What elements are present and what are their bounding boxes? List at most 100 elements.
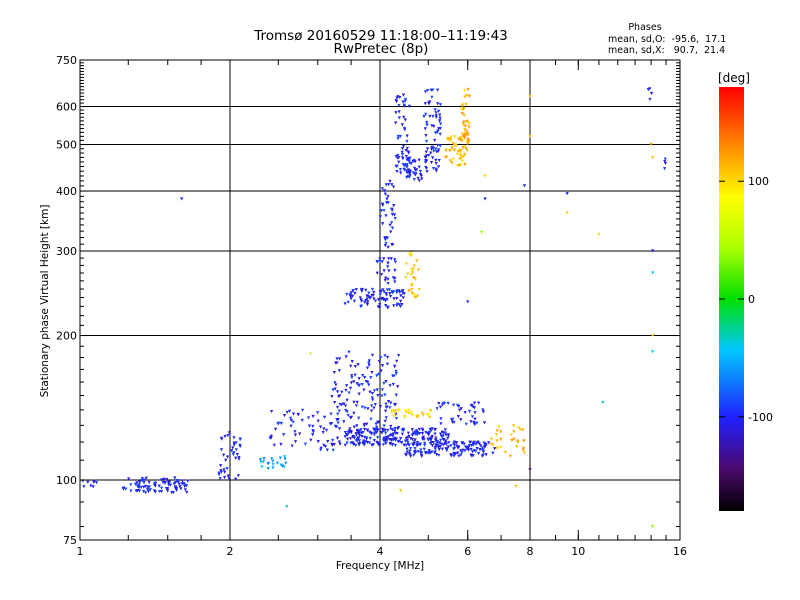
data-point bbox=[380, 394, 384, 398]
data-point bbox=[142, 481, 146, 485]
data-point bbox=[456, 451, 460, 455]
data-point bbox=[382, 297, 386, 302]
data-point bbox=[398, 436, 403, 441]
data-point bbox=[235, 452, 239, 457]
data-point bbox=[405, 450, 409, 454]
data-point bbox=[410, 288, 414, 292]
data-point bbox=[362, 443, 366, 447]
data-point bbox=[405, 139, 409, 144]
data-point bbox=[147, 485, 151, 489]
data-point bbox=[484, 453, 488, 457]
data-point bbox=[146, 488, 150, 492]
data-point bbox=[383, 244, 387, 248]
data-point bbox=[398, 304, 403, 309]
data-point bbox=[360, 434, 364, 439]
data-point bbox=[468, 440, 472, 444]
data-point bbox=[364, 379, 368, 384]
data-point bbox=[135, 481, 139, 485]
data-point bbox=[435, 453, 439, 457]
data-point bbox=[328, 422, 332, 426]
data-point bbox=[479, 444, 483, 448]
data-point bbox=[419, 451, 424, 455]
data-point bbox=[288, 416, 293, 420]
data-point bbox=[460, 159, 464, 163]
data-point bbox=[402, 115, 406, 119]
data-point bbox=[398, 134, 402, 139]
data-point bbox=[406, 440, 410, 444]
data-point bbox=[350, 374, 354, 378]
data-point bbox=[434, 167, 438, 171]
data-point bbox=[438, 126, 442, 131]
data-point bbox=[460, 112, 464, 116]
data-point bbox=[662, 167, 667, 171]
colorbar-tick-label: -100 bbox=[748, 411, 773, 424]
data-point bbox=[154, 481, 158, 485]
data-point bbox=[389, 424, 393, 429]
data-point bbox=[458, 157, 462, 161]
data-point bbox=[293, 430, 297, 434]
data-point bbox=[373, 427, 378, 431]
data-point bbox=[461, 120, 466, 124]
data-point bbox=[175, 479, 179, 483]
data-point bbox=[372, 389, 376, 393]
data-point bbox=[346, 413, 350, 418]
data-point bbox=[384, 442, 388, 446]
data-point bbox=[467, 409, 472, 414]
data-point bbox=[409, 411, 414, 415]
data-point bbox=[380, 260, 384, 264]
data-point bbox=[436, 165, 441, 169]
data-point bbox=[407, 408, 411, 412]
data-point bbox=[432, 149, 436, 153]
data-point bbox=[438, 116, 442, 120]
data-point bbox=[409, 254, 413, 258]
data-point bbox=[417, 442, 421, 446]
data-point bbox=[648, 97, 652, 102]
data-point bbox=[368, 390, 372, 394]
data-point bbox=[363, 406, 367, 410]
data-point bbox=[383, 419, 387, 423]
data-point bbox=[663, 157, 667, 161]
data-point bbox=[139, 485, 143, 490]
data-point bbox=[226, 474, 230, 478]
data-point bbox=[427, 101, 431, 105]
data-point bbox=[422, 437, 426, 442]
data-point bbox=[366, 300, 370, 304]
data-point bbox=[362, 388, 366, 392]
data-point bbox=[392, 297, 396, 301]
data-point bbox=[376, 420, 380, 424]
data-point bbox=[322, 427, 326, 431]
data-point bbox=[472, 420, 476, 425]
data-point bbox=[382, 209, 386, 213]
data-point bbox=[180, 479, 185, 483]
data-point bbox=[352, 400, 356, 404]
data-point bbox=[434, 443, 438, 447]
data-point bbox=[383, 278, 387, 282]
data-point bbox=[333, 400, 337, 405]
data-point bbox=[471, 454, 475, 458]
data-point bbox=[383, 393, 387, 397]
y-tick-label: 600 bbox=[56, 101, 77, 114]
data-point bbox=[404, 453, 408, 457]
data-point bbox=[338, 394, 342, 398]
data-point bbox=[471, 450, 475, 454]
data-point bbox=[384, 402, 388, 406]
data-point bbox=[409, 161, 413, 166]
data-point bbox=[142, 485, 146, 489]
data-point bbox=[459, 138, 463, 142]
data-point bbox=[426, 431, 430, 436]
data-point bbox=[415, 431, 419, 435]
data-point bbox=[416, 268, 421, 272]
data-point bbox=[452, 447, 456, 451]
data-point bbox=[400, 123, 405, 127]
data-point bbox=[335, 405, 340, 410]
data-point bbox=[367, 359, 371, 363]
data-point bbox=[160, 478, 164, 482]
data-point bbox=[425, 147, 430, 151]
data-point bbox=[407, 252, 412, 257]
data-point bbox=[386, 282, 390, 286]
data-point bbox=[478, 447, 482, 452]
data-point bbox=[368, 436, 372, 441]
data-point bbox=[406, 157, 410, 161]
data-point bbox=[354, 439, 358, 443]
data-point bbox=[467, 94, 471, 98]
